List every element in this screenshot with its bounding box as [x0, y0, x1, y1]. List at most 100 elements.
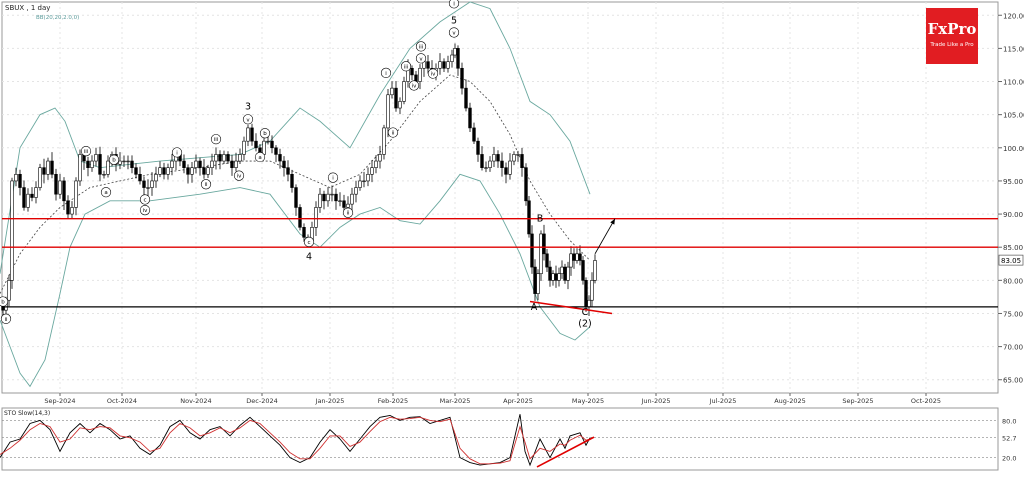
candle-body	[234, 160, 238, 168]
wave-label-circle	[210, 134, 222, 145]
wave-label-circle	[139, 194, 151, 205]
candle-body	[480, 154, 484, 168]
candle-body	[10, 180, 14, 281]
candle-body	[158, 167, 162, 175]
candle-body	[566, 266, 570, 281]
candle-body	[560, 266, 564, 275]
wave-label-circle	[233, 170, 245, 181]
candle-body	[46, 160, 50, 175]
x-tick-label: Apr-2025	[503, 397, 533, 405]
logo-tagline: Trade Like a Pro	[930, 42, 974, 48]
candle-body	[170, 160, 174, 168]
candle-body	[516, 154, 520, 156]
candle-body	[106, 160, 110, 175]
x-tick-label: Sep-2025	[842, 397, 873, 405]
candle-body	[14, 174, 18, 182]
candle-body	[402, 81, 406, 102]
candle-body	[222, 154, 226, 162]
current-price-tag	[998, 254, 1024, 266]
candle-body	[390, 87, 394, 96]
wave-label: iii	[404, 64, 409, 70]
indicator-label: BB(20,20,2.0,0)	[36, 15, 79, 21]
candle-body	[218, 154, 222, 162]
wave-label: (2)	[578, 318, 591, 329]
wave-label: b	[1, 300, 5, 306]
candle-body	[118, 160, 122, 165]
candle-body	[472, 127, 476, 142]
wave-label: B	[537, 214, 544, 225]
sto-trendline	[536, 436, 595, 468]
candle-body	[326, 193, 330, 202]
sto-tick-label: 80.0	[1002, 417, 1016, 425]
candle-body	[527, 200, 531, 235]
wave-label: ii	[346, 211, 350, 217]
x-tick-label: Mar-2025	[440, 397, 471, 405]
chart-title: SBUX , 1 day	[5, 4, 50, 12]
candle-body	[150, 180, 154, 188]
wave-label: a	[258, 155, 261, 161]
candle-body	[548, 266, 552, 281]
candle-body	[362, 180, 366, 183]
wave-label: v	[419, 56, 423, 62]
candle-body	[450, 54, 454, 62]
candle-body	[70, 207, 74, 215]
candle-body	[126, 160, 130, 163]
wave-label-circle	[242, 114, 254, 125]
candle-body	[382, 127, 386, 155]
sto-series-line	[0, 414, 591, 467]
wave-label-circle	[108, 154, 120, 165]
candle-body	[290, 174, 294, 188]
candle-body	[512, 154, 516, 162]
wave-label: ii	[391, 131, 395, 137]
wave-label-circle	[80, 146, 92, 157]
wave-label: iii	[419, 44, 424, 50]
wave-label: c	[143, 197, 146, 203]
candle-body	[134, 167, 138, 175]
candle-body	[476, 140, 480, 155]
wave-label-circle	[0, 296, 9, 307]
candle-body	[78, 154, 82, 182]
candle-body	[542, 233, 546, 255]
x-tick-label: Aug-2025	[774, 397, 806, 405]
x-tick-label: Feb-2025	[378, 397, 408, 405]
x-tick-label: Jul-2025	[709, 397, 737, 405]
candle-body	[575, 253, 579, 261]
candle-body	[539, 233, 543, 275]
candle-body	[54, 174, 58, 195]
candle-body	[102, 174, 106, 176]
candle-body	[460, 67, 464, 89]
candle-body	[334, 193, 338, 202]
wave-label-circle	[408, 80, 420, 91]
candle-body	[346, 203, 350, 208]
wave-label: C	[582, 307, 589, 318]
wave-label-circle	[200, 179, 212, 190]
candle-body	[190, 167, 194, 175]
candle-body	[90, 160, 94, 168]
candle-body	[398, 101, 402, 109]
candle-body	[198, 160, 202, 168]
y-tick-label: 70.00	[1003, 344, 1023, 352]
candle-body	[426, 61, 430, 69]
candle-body	[358, 180, 362, 188]
projection-arrow-head	[610, 218, 615, 225]
y-tick-label: 95.00	[1003, 178, 1023, 186]
candle-body	[250, 127, 254, 142]
candle-body	[130, 160, 134, 168]
wave-label-circle	[327, 172, 339, 183]
candle-body	[496, 154, 500, 162]
wave-label-circle	[100, 187, 112, 198]
candle-body	[330, 193, 334, 196]
candle-body	[464, 87, 468, 109]
x-tick-label: Jun-2025	[640, 397, 670, 405]
candle-body	[484, 167, 488, 169]
wave-label: b	[112, 158, 116, 164]
candle-body	[418, 67, 422, 82]
candle-body	[266, 140, 270, 143]
candle-body	[581, 260, 585, 281]
candle-body	[50, 160, 54, 175]
y-tick-label: 110.00	[1003, 79, 1024, 87]
logo-brand: FxPro	[927, 20, 977, 38]
candle-body	[242, 140, 246, 155]
candle-body	[86, 160, 90, 168]
